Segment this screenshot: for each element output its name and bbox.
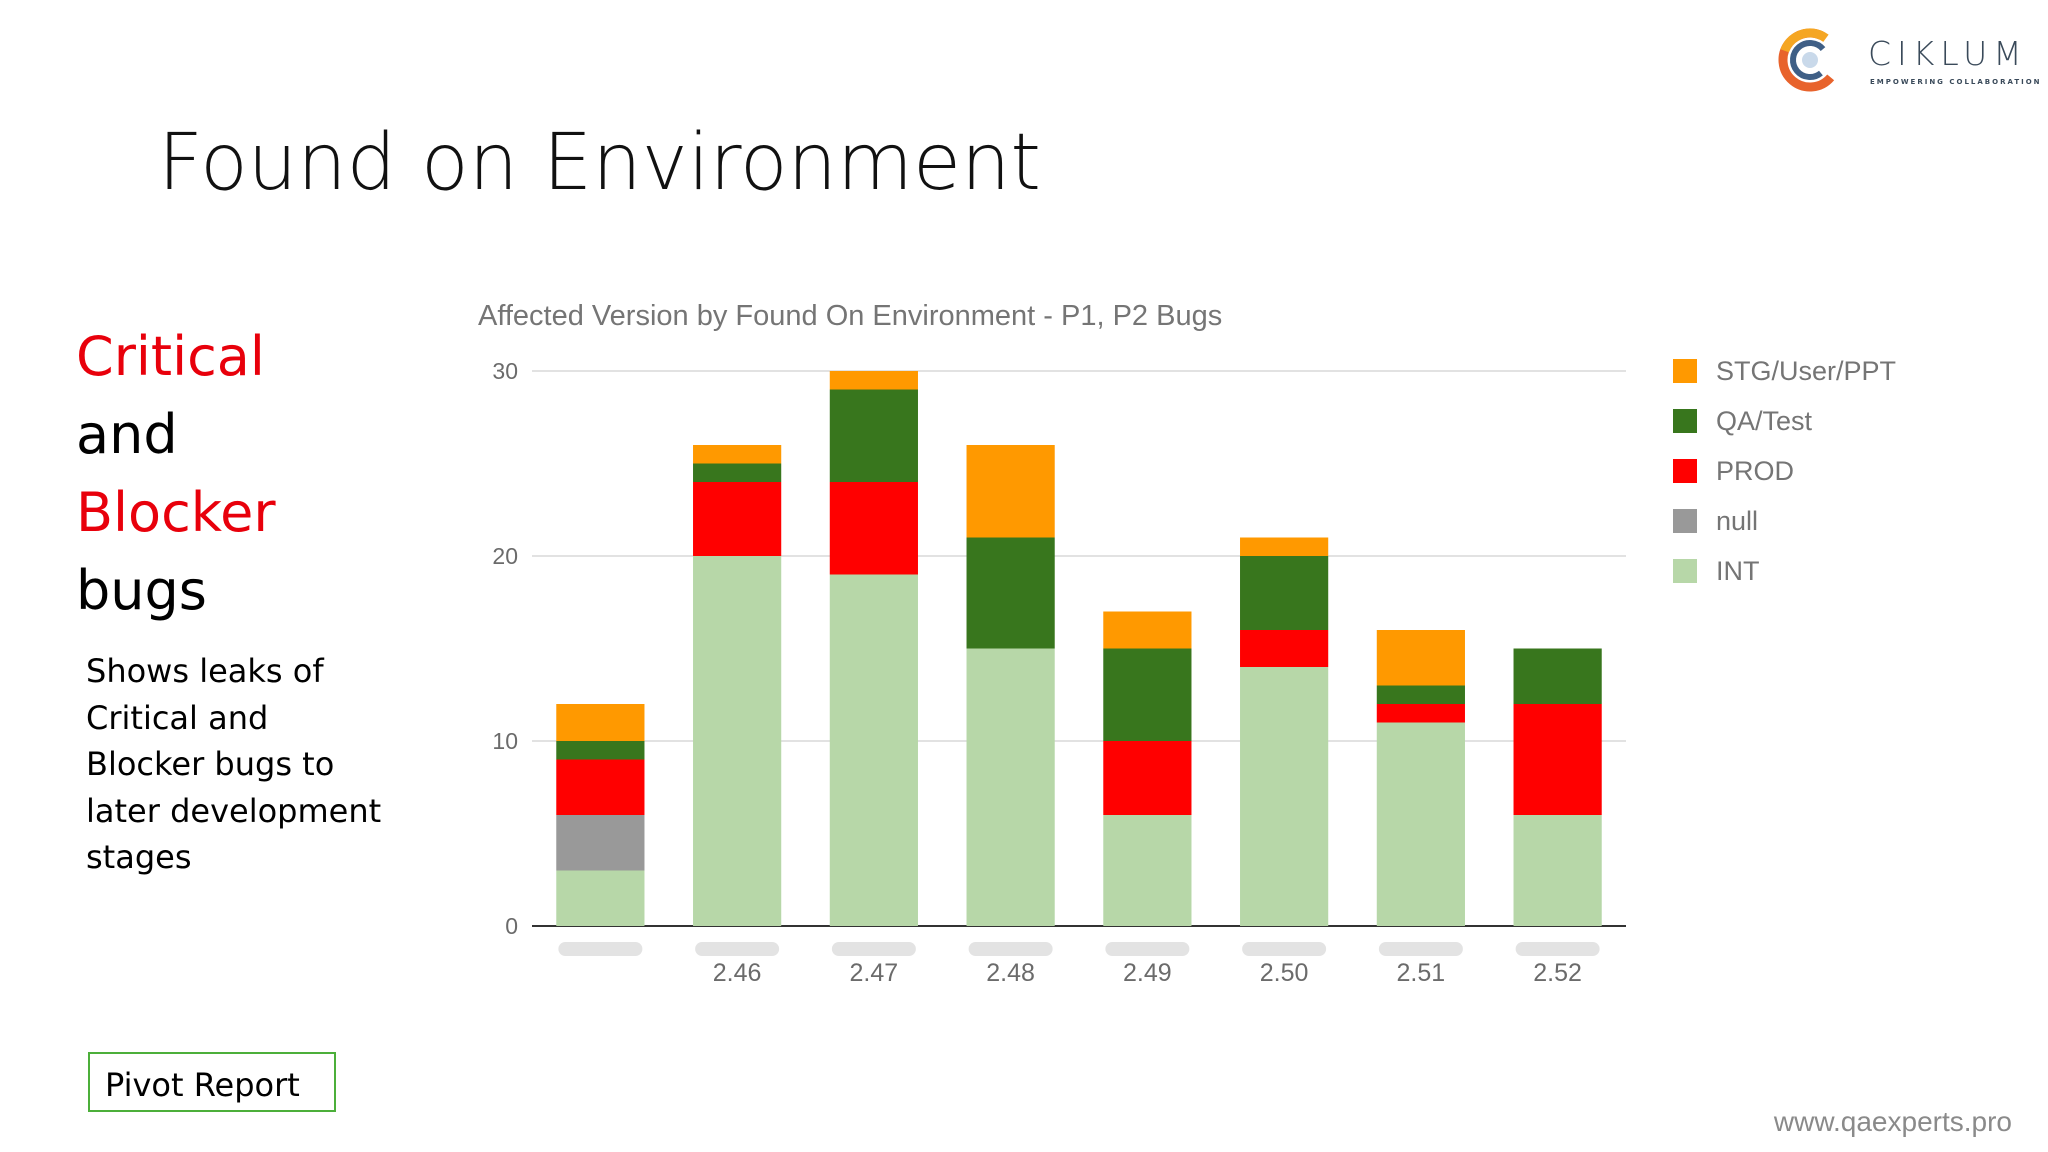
x-tick-label: 2.51 bbox=[1397, 959, 1446, 987]
x-tick-label: 2.48 bbox=[986, 959, 1035, 987]
redacted-label bbox=[968, 942, 1053, 956]
legend-swatch bbox=[1673, 559, 1697, 583]
legend-label: STG/User/PPT bbox=[1716, 356, 1896, 386]
logo-tagline: EMPOWERING COLLABORATION bbox=[1870, 78, 2042, 86]
bar-segment bbox=[966, 445, 1055, 538]
bar-segment bbox=[1240, 556, 1329, 630]
x-tick-label: 2.52 bbox=[1533, 959, 1582, 987]
y-tick-label: 0 bbox=[505, 913, 518, 939]
bar-segment bbox=[829, 574, 918, 926]
ciklum-logo-icon bbox=[1778, 28, 1842, 92]
legend-label: INT bbox=[1716, 556, 1760, 586]
y-tick-label: 10 bbox=[492, 728, 518, 754]
bar-segment bbox=[693, 482, 782, 556]
redacted-label bbox=[1242, 942, 1327, 956]
ciklum-logo: CIKLUM EMPOWERING COLLABORATION bbox=[1776, 24, 2040, 96]
bar-segment bbox=[693, 556, 782, 926]
bar-segment bbox=[556, 759, 645, 815]
bar-segment bbox=[1376, 722, 1465, 926]
redacted-label bbox=[1515, 942, 1600, 956]
bar-segment bbox=[966, 648, 1055, 926]
y-tick-label: 20 bbox=[492, 543, 518, 569]
bar-segment bbox=[1103, 611, 1192, 649]
bar-segment bbox=[966, 537, 1055, 649]
logo-wordmark: CIKLUM bbox=[1868, 34, 2028, 73]
legend-label: null bbox=[1716, 506, 1758, 536]
x-tick-label: 2.49 bbox=[1123, 959, 1172, 987]
y-tick-label: 30 bbox=[492, 358, 518, 384]
x-tick-label: 2.47 bbox=[850, 959, 899, 987]
legend-label: PROD bbox=[1716, 456, 1794, 486]
bar-segment bbox=[1513, 815, 1602, 926]
bar-segment bbox=[1376, 685, 1465, 704]
bar-segment bbox=[1513, 648, 1602, 704]
bar-segment bbox=[1240, 630, 1329, 667]
redacted-label bbox=[1378, 942, 1463, 956]
heading-line-bugs: bugs bbox=[76, 559, 207, 622]
legend: STG/User/PPT QA/Test PROD null INT bbox=[1673, 356, 1896, 586]
chart-title: Affected Version by Found On Environment… bbox=[478, 300, 1222, 332]
heading-line-blocker: Blocker bbox=[76, 481, 276, 544]
bar-segment bbox=[1513, 704, 1602, 815]
legend-label: QA/Test bbox=[1716, 406, 1813, 436]
bar-segment bbox=[829, 482, 918, 575]
bar-segment bbox=[693, 445, 782, 464]
slide-title: Found on Environment bbox=[158, 118, 1041, 208]
redacted-label bbox=[831, 942, 916, 956]
bar-segment bbox=[556, 704, 645, 741]
bar-segment bbox=[829, 371, 918, 390]
bar-segment bbox=[1103, 648, 1192, 741]
legend-swatch bbox=[1673, 509, 1697, 533]
heading-line-critical: Critical bbox=[76, 325, 265, 388]
bar-segment bbox=[556, 741, 645, 760]
side-heading: Critical and Blocker bugs bbox=[76, 318, 276, 630]
x-axis-labels: 2.46 2.47 2.48 2.49 2.50 2.51 2.52 bbox=[558, 942, 1600, 987]
footer-url: www.qaexperts.pro bbox=[1773, 1106, 2012, 1137]
side-description: Shows leaks of Critical and Blocker bugs… bbox=[86, 652, 382, 876]
bar-segment bbox=[556, 815, 645, 871]
legend-swatch bbox=[1673, 409, 1697, 433]
bar-segment bbox=[693, 463, 782, 482]
redacted-label bbox=[1105, 942, 1190, 956]
legend-swatch bbox=[1673, 359, 1697, 383]
bar-segment bbox=[1103, 815, 1192, 926]
heading-line-and: and bbox=[76, 403, 178, 466]
x-tick-label: 2.50 bbox=[1260, 959, 1309, 987]
legend-swatch bbox=[1673, 459, 1697, 483]
redacted-label bbox=[695, 942, 780, 956]
bars bbox=[556, 371, 1602, 926]
bar-segment bbox=[1103, 741, 1192, 815]
redacted-label bbox=[558, 942, 643, 956]
x-tick-label: 2.46 bbox=[713, 959, 762, 987]
bar-segment bbox=[1376, 630, 1465, 686]
bar-segment bbox=[1240, 537, 1329, 556]
bar-segment bbox=[829, 389, 918, 482]
bar-segment bbox=[556, 870, 645, 926]
bar-segment bbox=[1376, 704, 1465, 723]
pivot-report-box: Pivot Report bbox=[88, 1052, 336, 1112]
bar-segment bbox=[1240, 667, 1329, 926]
